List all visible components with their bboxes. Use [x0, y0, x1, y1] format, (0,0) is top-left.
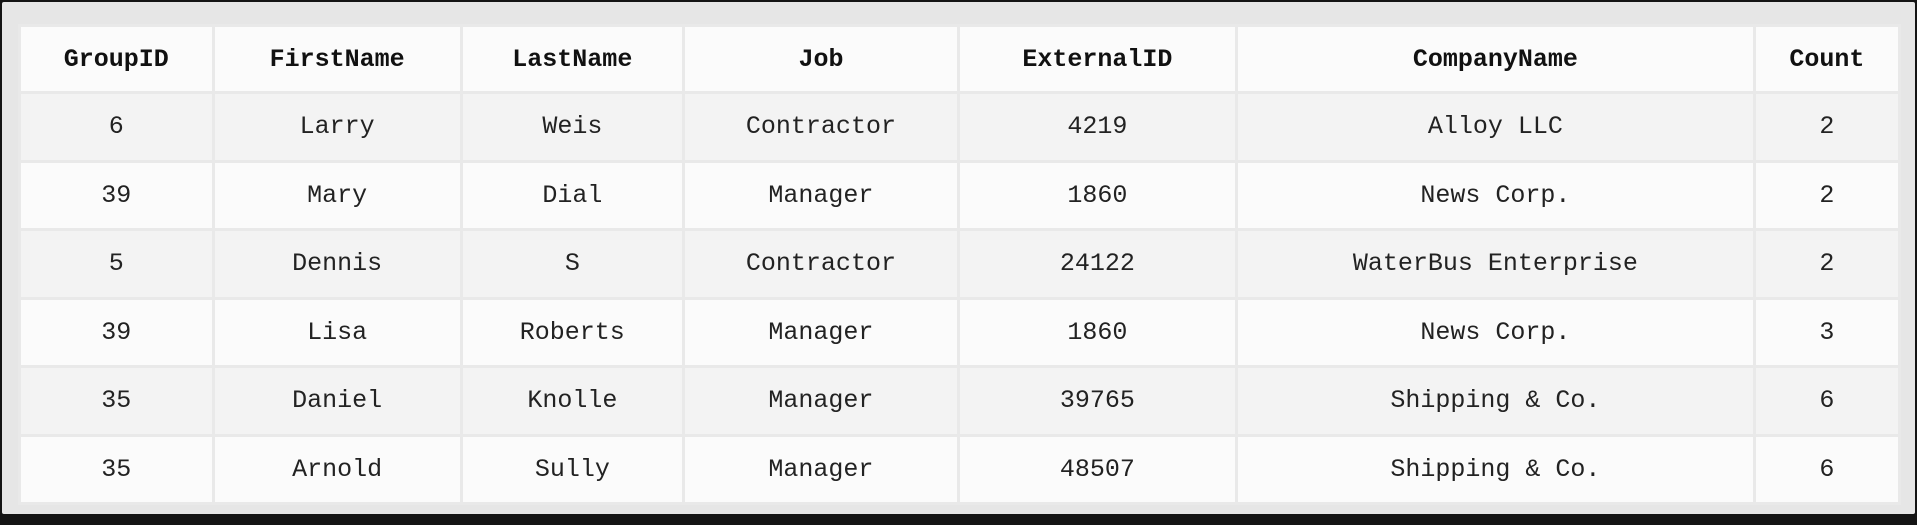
column-header-companyname[interactable]: CompanyName	[1237, 27, 1753, 91]
column-header-job[interactable]: Job	[685, 27, 957, 91]
data-table: GroupID FirstName LastName Job ExternalI…	[18, 24, 1901, 505]
cell-lastname: Sully	[462, 436, 682, 502]
cell-job: Manager	[685, 368, 957, 434]
cell-firstname: Lisa	[214, 299, 460, 365]
cell-groupid: 5	[21, 231, 212, 297]
cell-externalid: 1860	[959, 162, 1235, 228]
cell-lastname: S	[462, 231, 682, 297]
cell-groupid: 35	[21, 368, 212, 434]
cell-lastname: Dial	[462, 162, 682, 228]
cell-externalid: 1860	[959, 299, 1235, 365]
cell-job: Manager	[685, 162, 957, 228]
cell-companyname: WaterBus Enterprise	[1237, 231, 1753, 297]
cell-companyname: News Corp.	[1237, 299, 1753, 365]
cell-companyname: News Corp.	[1237, 162, 1753, 228]
cell-job: Contractor	[685, 94, 957, 160]
column-header-count[interactable]: Count	[1755, 27, 1898, 91]
table-row: 35 Daniel Knolle Manager 39765 Shipping …	[21, 368, 1898, 434]
column-header-firstname[interactable]: FirstName	[214, 27, 460, 91]
cell-companyname: Alloy LLC	[1237, 94, 1753, 160]
cell-groupid: 39	[21, 162, 212, 228]
column-header-lastname[interactable]: LastName	[462, 27, 682, 91]
cell-externalid: 48507	[959, 436, 1235, 502]
cell-job: Manager	[685, 299, 957, 365]
cell-firstname: Arnold	[214, 436, 460, 502]
cell-count: 6	[1755, 368, 1898, 434]
cell-job: Manager	[685, 436, 957, 502]
cell-groupid: 39	[21, 299, 212, 365]
cell-firstname: Mary	[214, 162, 460, 228]
cell-firstname: Dennis	[214, 231, 460, 297]
cell-externalid: 39765	[959, 368, 1235, 434]
cell-firstname: Larry	[214, 94, 460, 160]
column-header-externalid[interactable]: ExternalID	[959, 27, 1235, 91]
data-table-container: GroupID FirstName LastName Job ExternalI…	[18, 24, 1901, 505]
table-row: 35 Arnold Sully Manager 48507 Shipping &…	[21, 436, 1898, 502]
cell-companyname: Shipping & Co.	[1237, 436, 1753, 502]
column-header-groupid[interactable]: GroupID	[21, 27, 212, 91]
cell-lastname: Knolle	[462, 368, 682, 434]
cell-externalid: 24122	[959, 231, 1235, 297]
cell-count: 6	[1755, 436, 1898, 502]
cell-companyname: Shipping & Co.	[1237, 368, 1753, 434]
cell-count: 2	[1755, 162, 1898, 228]
table-row: 6 Larry Weis Contractor 4219 Alloy LLC 2	[21, 94, 1898, 160]
cell-lastname: Roberts	[462, 299, 682, 365]
table-row: 5 Dennis S Contractor 24122 WaterBus Ent…	[21, 231, 1898, 297]
cell-job: Contractor	[685, 231, 957, 297]
cell-count: 2	[1755, 231, 1898, 297]
table-row: 39 Lisa Roberts Manager 1860 News Corp. …	[21, 299, 1898, 365]
cell-lastname: Weis	[462, 94, 682, 160]
cell-count: 3	[1755, 299, 1898, 365]
table-row: 39 Mary Dial Manager 1860 News Corp. 2	[21, 162, 1898, 228]
table-header-row: GroupID FirstName LastName Job ExternalI…	[21, 27, 1898, 91]
cell-groupid: 35	[21, 436, 212, 502]
window-frame: GroupID FirstName LastName Job ExternalI…	[2, 2, 1915, 514]
cell-firstname: Daniel	[214, 368, 460, 434]
cell-externalid: 4219	[959, 94, 1235, 160]
cell-groupid: 6	[21, 94, 212, 160]
cell-count: 2	[1755, 94, 1898, 160]
